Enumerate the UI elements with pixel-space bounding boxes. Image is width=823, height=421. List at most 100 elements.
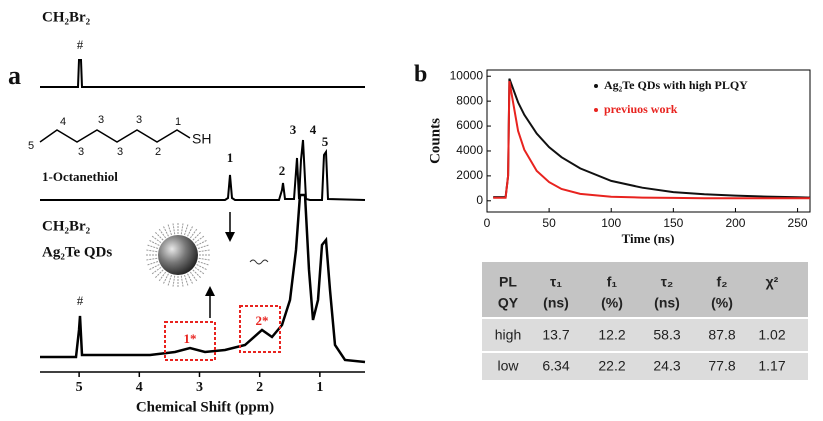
table-header: (%) bbox=[601, 295, 623, 311]
annotation: # bbox=[77, 293, 84, 308]
annotation: 1-Octanethiol bbox=[42, 169, 118, 184]
atom-label: 2 bbox=[155, 146, 161, 158]
y-tick-label: 4000 bbox=[456, 143, 483, 157]
table-cell: 22.2 bbox=[598, 358, 625, 374]
ligand bbox=[147, 261, 159, 266]
y-axis-label: Counts bbox=[427, 118, 443, 164]
ligand bbox=[249, 259, 269, 265]
table-cell: high bbox=[495, 327, 521, 343]
table-cell: 87.8 bbox=[708, 327, 735, 343]
ligand bbox=[198, 257, 210, 261]
x-tick-label: 5 bbox=[76, 380, 83, 395]
atom-label: 1 bbox=[175, 116, 181, 128]
ligand bbox=[155, 232, 164, 241]
plot-frame bbox=[486, 69, 811, 213]
nanoparticle bbox=[158, 235, 198, 275]
table-header: τ₁ bbox=[550, 274, 562, 290]
ligand bbox=[180, 275, 184, 287]
table-cell: 6.34 bbox=[542, 358, 569, 374]
ligand bbox=[146, 249, 158, 253]
ligand bbox=[149, 264, 160, 270]
table-header: f₂ bbox=[717, 274, 728, 290]
panel-label: b bbox=[414, 62, 427, 88]
table-cell: 58.3 bbox=[653, 327, 680, 343]
ligand bbox=[151, 235, 162, 244]
annotation: 2* bbox=[256, 313, 269, 328]
ligand bbox=[197, 261, 209, 266]
y-tick-label: 8000 bbox=[456, 93, 483, 107]
table-header: f₁ bbox=[607, 274, 618, 290]
ligand bbox=[158, 228, 167, 239]
ligand bbox=[184, 224, 189, 236]
x-tick-label: 1 bbox=[316, 380, 323, 395]
x-axis-label: Chemical Shift (ppm) bbox=[136, 399, 274, 415]
ligand bbox=[194, 235, 205, 244]
ligand bbox=[180, 223, 184, 235]
annotation: 4 bbox=[310, 122, 317, 137]
series-line bbox=[493, 81, 810, 200]
arrow-head bbox=[205, 286, 215, 296]
ligand bbox=[192, 232, 201, 241]
annotation: 1* bbox=[184, 331, 197, 346]
ligand bbox=[184, 274, 189, 286]
highlight-box bbox=[239, 305, 281, 353]
x-tick-label: 150 bbox=[663, 216, 683, 230]
ligand bbox=[155, 269, 164, 278]
annotation: # bbox=[77, 37, 84, 52]
x-tick-label: 2 bbox=[256, 380, 263, 395]
table-header: QY bbox=[498, 295, 519, 311]
arrow-head bbox=[225, 232, 235, 242]
atom-label: 3 bbox=[117, 146, 123, 158]
table-cell: 1.02 bbox=[758, 327, 785, 343]
nanoparticle-ligands bbox=[146, 223, 210, 287]
atom-label: 4 bbox=[60, 116, 66, 128]
ligand bbox=[172, 275, 176, 287]
ligand bbox=[196, 240, 207, 246]
table-header: (%) bbox=[711, 295, 733, 311]
table-header: χ² bbox=[766, 274, 779, 290]
y-tick-label: 6000 bbox=[456, 118, 483, 132]
x-tick-label: 4 bbox=[136, 380, 143, 395]
annotation: 2 bbox=[279, 163, 286, 178]
molecule-bonds bbox=[39, 129, 191, 143]
x-tick-label: 100 bbox=[601, 216, 621, 230]
legend-label: Ag₂Te QDs with high PLQY bbox=[604, 78, 748, 92]
y-tick-label: 2000 bbox=[456, 168, 483, 182]
ligand bbox=[189, 271, 198, 282]
table-cell: 13.7 bbox=[542, 327, 569, 343]
legend-marker bbox=[594, 84, 598, 88]
ligand bbox=[147, 244, 159, 249]
ligand bbox=[151, 266, 162, 275]
series-line bbox=[493, 78, 811, 199]
ligand bbox=[189, 228, 198, 239]
atom-label: 5 bbox=[28, 140, 34, 152]
spectrum bbox=[40, 59, 365, 88]
table-cell: 1.17 bbox=[758, 358, 785, 374]
table-header: (ns) bbox=[654, 295, 680, 311]
legend-marker bbox=[594, 108, 598, 112]
table-header: (ns) bbox=[543, 295, 569, 311]
x-tick-label: 50 bbox=[542, 216, 556, 230]
table-header: τ₂ bbox=[661, 274, 673, 290]
table-header-bg bbox=[482, 262, 808, 318]
annotation: 5 bbox=[322, 134, 329, 149]
ligand bbox=[192, 269, 201, 278]
atom-label: 3 bbox=[136, 114, 142, 126]
atom-label: 3 bbox=[78, 146, 84, 158]
ligand bbox=[149, 240, 160, 246]
table-cell: 24.3 bbox=[653, 358, 680, 374]
annotation: CH₂Br₂ bbox=[42, 9, 91, 25]
ligand bbox=[146, 257, 158, 261]
ligand bbox=[163, 226, 169, 237]
y-tick-label: 10000 bbox=[450, 68, 484, 82]
ligand bbox=[187, 273, 193, 284]
x-tick-label: 3 bbox=[196, 380, 203, 395]
table-cell: 12.2 bbox=[598, 327, 625, 343]
x-tick-label: 0 bbox=[484, 216, 491, 230]
ligand bbox=[167, 224, 172, 236]
ligand bbox=[158, 271, 167, 282]
y-tick-label: 0 bbox=[476, 193, 483, 207]
ligand bbox=[167, 274, 172, 286]
